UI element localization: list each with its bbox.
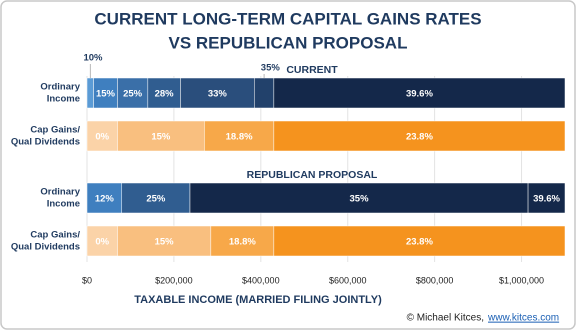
bar-segment [86, 120, 118, 152]
segment-label: 18.8% [229, 237, 256, 248]
segment-label: 35% [261, 63, 281, 74]
segment-label: 15% [151, 132, 171, 143]
bar-segment [273, 77, 566, 109]
x-tick-label: $600,000 [329, 275, 367, 285]
bar-segment [204, 120, 275, 152]
bar-segment [117, 120, 205, 152]
row-label: Qual Dividends [11, 242, 80, 253]
bars [86, 77, 566, 257]
segment-label: 35% [350, 194, 370, 205]
row-label: Qual Dividends [11, 137, 80, 148]
row-label: Ordinary [40, 82, 80, 93]
segment-label: 25% [146, 194, 166, 205]
segment-label: 18.8% [226, 132, 253, 143]
segment-label: 39.6% [533, 194, 560, 205]
row-label: Ordinary [40, 187, 80, 198]
segment-label: 15% [96, 89, 116, 100]
x-tick-label: $1,000,000 [499, 275, 544, 285]
bar-segment [117, 77, 149, 109]
footer-text: © Michael Kitces, [407, 313, 484, 324]
x-tick-label: $400,000 [242, 275, 280, 285]
segment-label: 33% [208, 89, 228, 100]
x-axis-title: TAXABLE INCOME (MARRIED FILING JOINTLY) [134, 294, 382, 306]
x-tick-label: $200,000 [155, 275, 193, 285]
row-label: Cap Gains/ [30, 125, 80, 136]
bar-segment [527, 182, 566, 214]
segment-label: 23.8% [406, 132, 433, 143]
x-tick-label: $0 [82, 275, 92, 285]
bar-segment [254, 77, 275, 109]
segment-label: 23.8% [406, 237, 433, 248]
chart-title: CURRENT LONG-TERM CAPITAL GAINS RATES [94, 9, 481, 28]
segment-label: 10% [83, 53, 103, 64]
segment-label: 25% [123, 89, 143, 100]
x-tick-label: $800,000 [416, 275, 454, 285]
bar-segment [273, 225, 566, 257]
segment-label: 0% [95, 132, 109, 143]
bar-segment [86, 77, 94, 109]
chart-title: VS REPUBLICAN PROPOSAL [169, 33, 408, 52]
bar-segment [86, 182, 123, 214]
footer-link[interactable]: www.kitces.com [487, 313, 559, 324]
bar-segment [180, 77, 255, 109]
bar-segment [117, 225, 212, 257]
row-label: Income [47, 199, 80, 210]
group-header: REPUBLICAN PROPOSAL [247, 169, 378, 181]
bar-segment [121, 182, 191, 214]
bar-segment [147, 77, 181, 109]
segment-label: 28% [155, 89, 175, 100]
segment-label: 39.6% [406, 89, 433, 100]
bar-segment [189, 182, 529, 214]
segment-label: 12% [95, 194, 115, 205]
bar-segment [210, 225, 275, 257]
bar-segment [86, 225, 118, 257]
group-header: CURRENT [286, 64, 338, 76]
row-label: Income [47, 94, 80, 105]
row-label: Cap Gains/ [30, 230, 80, 241]
segment-label: 15% [155, 237, 175, 248]
bar-segment [273, 120, 566, 152]
segment-label: 0% [95, 237, 109, 248]
